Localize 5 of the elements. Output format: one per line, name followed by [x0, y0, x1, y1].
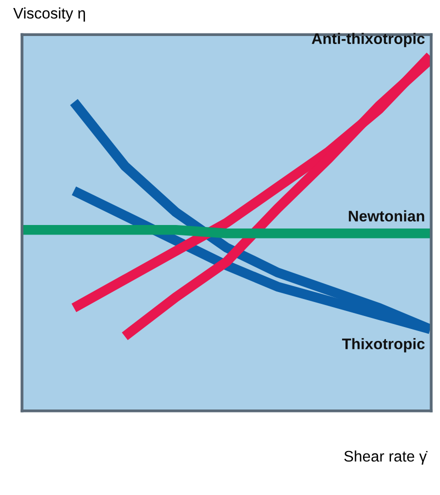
- series-label: Thixotropic: [342, 338, 425, 352]
- series-label: Newtonian: [348, 210, 424, 222]
- series-label: Anti-thixotropic: [312, 32, 425, 48]
- x-axis-title: Shear rate γ̇: [344, 450, 428, 465]
- y-axis-title: Viscosity η: [13, 7, 85, 22]
